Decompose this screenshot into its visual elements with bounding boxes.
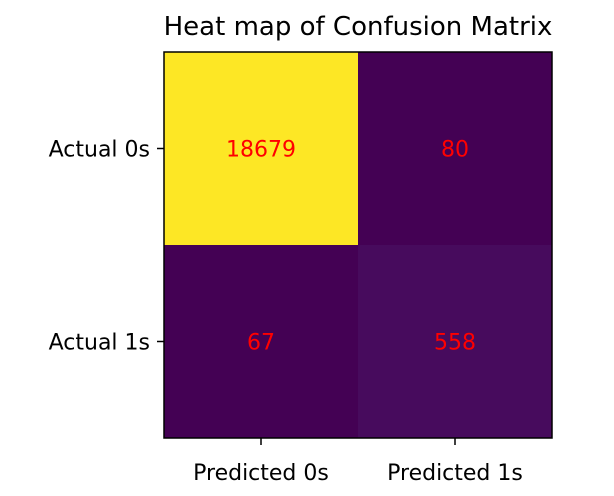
cell-value-r1-c1: 558 (434, 331, 476, 356)
heatmap-cell-r1-c0 (164, 245, 359, 439)
chart-title: Heat map of Confusion Matrix (164, 12, 553, 42)
cell-value-r0-c1: 80 (441, 138, 469, 163)
plot-frame (163, 51, 553, 439)
cell-annotations: 18679 80 67 558 (226, 138, 476, 356)
heatmap-cell-r0-c1 (358, 52, 553, 246)
heatmap-cell-r1-c1 (358, 245, 553, 439)
heatmap-cells (164, 52, 553, 439)
x-tick-label: Predicted 1s (387, 461, 523, 486)
x-axis-ticks: Predicted 0s Predicted 1s (193, 438, 523, 486)
heatmap-cell-r0-c0 (164, 52, 359, 246)
cell-value-r1-c0: 67 (247, 331, 275, 356)
y-tick-label: Actual 0s (49, 138, 150, 163)
cell-value-r0-c0: 18679 (226, 138, 296, 163)
y-axis-ticks: Actual 0s Actual 1s (49, 138, 164, 356)
x-tick-label: Predicted 0s (193, 461, 329, 486)
y-tick-label: Actual 1s (49, 331, 150, 356)
